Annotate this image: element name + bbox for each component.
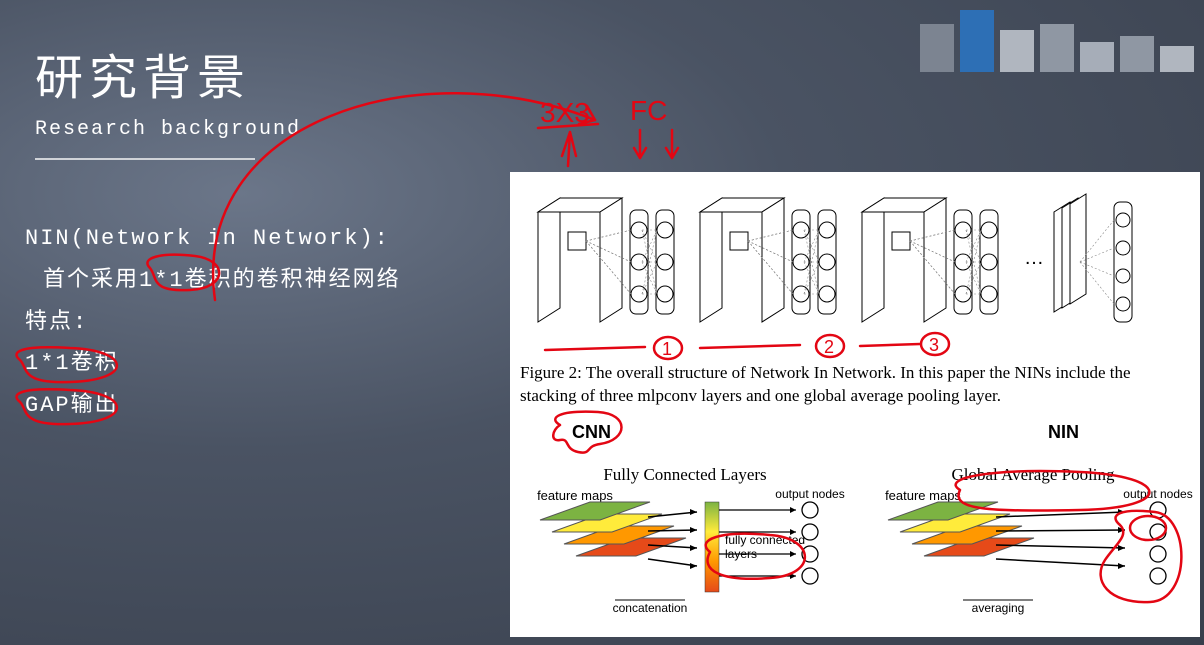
slide-subtitle: Research background xyxy=(35,118,301,141)
annot-3x3: 3X3 xyxy=(540,97,590,128)
svg-text:output nodes: output nodes xyxy=(1123,487,1192,501)
features-label: 特点: xyxy=(25,302,401,344)
feature-2: GAP输出 xyxy=(25,385,401,427)
cnn-label: CNN xyxy=(572,422,611,443)
nin-label: NIN xyxy=(1048,422,1079,443)
cnn-subdiagram: Fully Connected Layers feature maps fully… xyxy=(520,462,850,632)
svg-text:Global Average Pooling: Global Average Pooling xyxy=(951,465,1115,484)
slide-body: NIN(Network in Network): 首个采用1*1卷积的卷积神经网… xyxy=(25,218,401,427)
figure-panel: … Figure 2: The overall structure of Net… xyxy=(510,172,1200,637)
svg-text:output nodes: output nodes xyxy=(775,487,844,501)
svg-text:Fully Connected Layers: Fully Connected Layers xyxy=(603,465,766,484)
title-rule xyxy=(35,158,255,160)
figure-caption: Figure 2: The overall structure of Netwo… xyxy=(520,362,1190,408)
svg-text:feature maps: feature maps xyxy=(537,488,613,503)
top-right-decoration xyxy=(920,10,1194,72)
svg-text:averaging: averaging xyxy=(972,601,1025,615)
svg-text:…: … xyxy=(1024,247,1044,269)
nin-architecture-diagram: … xyxy=(518,182,1188,342)
nin-heading: NIN(Network in Network): xyxy=(25,218,401,260)
svg-text:feature maps: feature maps xyxy=(885,488,961,503)
annot-fc: FC xyxy=(630,95,667,126)
svg-text:fully connected: fully connected xyxy=(725,533,805,547)
nin-subdiagram: Global Average Pooling feature maps averag… xyxy=(868,462,1198,632)
svg-text:concatenation: concatenation xyxy=(613,601,688,615)
nin-description: 首个采用1*1卷积的卷积神经网络 xyxy=(43,260,401,302)
feature-1: 1*1卷积 xyxy=(25,343,401,385)
slide-title: 研究背景 xyxy=(35,38,251,108)
